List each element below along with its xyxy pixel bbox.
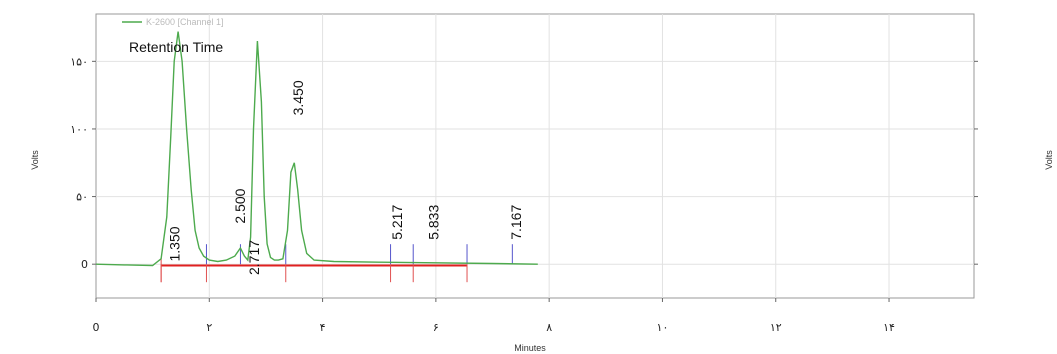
peak-label: 1.350 (166, 226, 182, 261)
peak-label: 3.450 (290, 80, 306, 115)
y-axis-label: Volts (30, 150, 40, 170)
series-layer (95, 31, 538, 267)
peak-labels: 1.350 2.500 2.717 3.450 5.217 5.833 7.167 (166, 80, 524, 275)
axis-ticks: 0 ۲ ۴ ۶ ۸ ۱۰ ۱۲ ۱۴ 0 ۵۰ ۱۰۰ ۱۵۰ (70, 55, 978, 334)
legend: K-2600 [Channel 1] (122, 17, 224, 27)
x-tick-label: 0 (93, 321, 100, 334)
peak-label: 7.167 (508, 205, 524, 240)
series-line (95, 31, 538, 267)
x-tick-label: ۸ (546, 321, 552, 334)
peak-label: 5.833 (426, 205, 442, 240)
retention-time-annotation: Retention Time (129, 39, 223, 55)
x-tick-label: ۱۴ (883, 321, 895, 334)
peak-label: 5.217 (389, 205, 405, 240)
y-tick-label: 0 (81, 258, 88, 271)
x-tick-label: ۱۲ (770, 321, 782, 334)
grid-lines (96, 14, 974, 298)
y-tick-label: ۵۰ (76, 191, 88, 204)
x-axis-label: Minutes (514, 343, 546, 353)
plot-frame (95, 13, 975, 299)
x-tick-label: ۶ (433, 321, 439, 334)
x-tick-label: ۱۰ (657, 321, 669, 334)
x-tick-label: ۲ (206, 321, 212, 334)
y-tick-label: ۱۰۰ (70, 123, 88, 136)
peak-label: 2.717 (246, 240, 262, 275)
peak-label: 2.500 (232, 188, 248, 223)
legend-entry: K-2600 [Channel 1] (146, 17, 224, 27)
x-tick-label: ۴ (320, 321, 326, 334)
event-markers (160, 244, 513, 283)
right-y-axis-label: Volts (1044, 150, 1054, 170)
y-tick-label: ۱۵۰ (70, 55, 88, 68)
